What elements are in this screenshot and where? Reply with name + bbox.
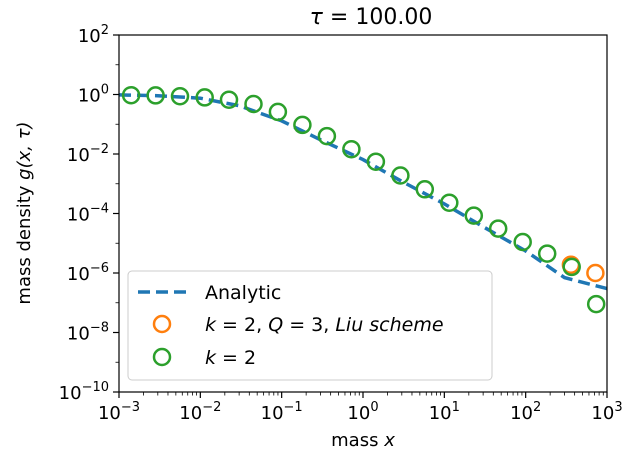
y-tick-label: 10−8 bbox=[67, 321, 109, 345]
y-tick-label: 10−6 bbox=[67, 261, 109, 285]
chart-title: τ = 100.00 bbox=[310, 5, 433, 30]
k2-point bbox=[440, 193, 459, 212]
k2-point bbox=[537, 244, 557, 263]
legend-liu-swatch bbox=[152, 314, 172, 334]
k2-point bbox=[488, 219, 508, 238]
y-tick-label: 10−2 bbox=[67, 142, 109, 166]
x-tick-label: 103 bbox=[591, 400, 622, 424]
x-tick-label: 10−2 bbox=[179, 400, 221, 424]
y-tick-label: 10−4 bbox=[67, 202, 109, 226]
k2-point bbox=[513, 232, 532, 252]
x-tick-label: 100 bbox=[347, 400, 378, 424]
legend-analytic-label: Analytic bbox=[205, 282, 281, 304]
y-tick-label: 100 bbox=[78, 83, 109, 107]
k2-point bbox=[170, 86, 190, 106]
k2-point bbox=[219, 90, 239, 109]
k2-point bbox=[391, 166, 410, 185]
k2-point bbox=[562, 257, 581, 277]
x-tick-label: 10−3 bbox=[98, 400, 140, 424]
legend-box bbox=[127, 270, 493, 381]
analytic-line bbox=[118, 93, 608, 291]
legend-liu-label: k = 2, Q = 3, Liu scheme bbox=[205, 314, 444, 336]
k2-point bbox=[195, 88, 214, 107]
series-layer bbox=[118, 85, 608, 314]
x-axis: 10−3 10−2 10−1 100 101 102 103 bbox=[98, 392, 623, 424]
k2-point bbox=[586, 294, 606, 314]
k2-point bbox=[268, 102, 288, 122]
y-tick-label: 102 bbox=[78, 23, 109, 47]
k2-point bbox=[366, 152, 386, 171]
k2-point bbox=[244, 94, 263, 114]
k2-point bbox=[415, 180, 435, 199]
x-tick-label: 101 bbox=[429, 400, 460, 424]
y-axis-label: mass density g(x, τ) bbox=[14, 121, 35, 304]
legend-k2-swatch bbox=[152, 347, 172, 367]
x-axis-label: mass x bbox=[331, 430, 395, 451]
k2-point bbox=[317, 126, 337, 146]
legend: Analytic k = 2, Q = 3, Liu scheme k = 2 bbox=[127, 270, 493, 381]
x-tick-label: 102 bbox=[510, 400, 541, 424]
y-tick-label: 10−10 bbox=[59, 380, 109, 404]
k2-point bbox=[342, 139, 361, 159]
liu-scheme-point bbox=[586, 263, 605, 283]
y-axis: 10−10 10−8 10−6 10−4 10−2 100 102 bbox=[59, 23, 119, 404]
k2-point bbox=[121, 85, 141, 105]
legend-k2-label: k = 2 bbox=[205, 347, 256, 369]
k2-point bbox=[146, 86, 165, 105]
x-tick-label: 10−1 bbox=[261, 400, 303, 424]
k2-point bbox=[464, 206, 484, 225]
k2-point bbox=[293, 115, 312, 135]
